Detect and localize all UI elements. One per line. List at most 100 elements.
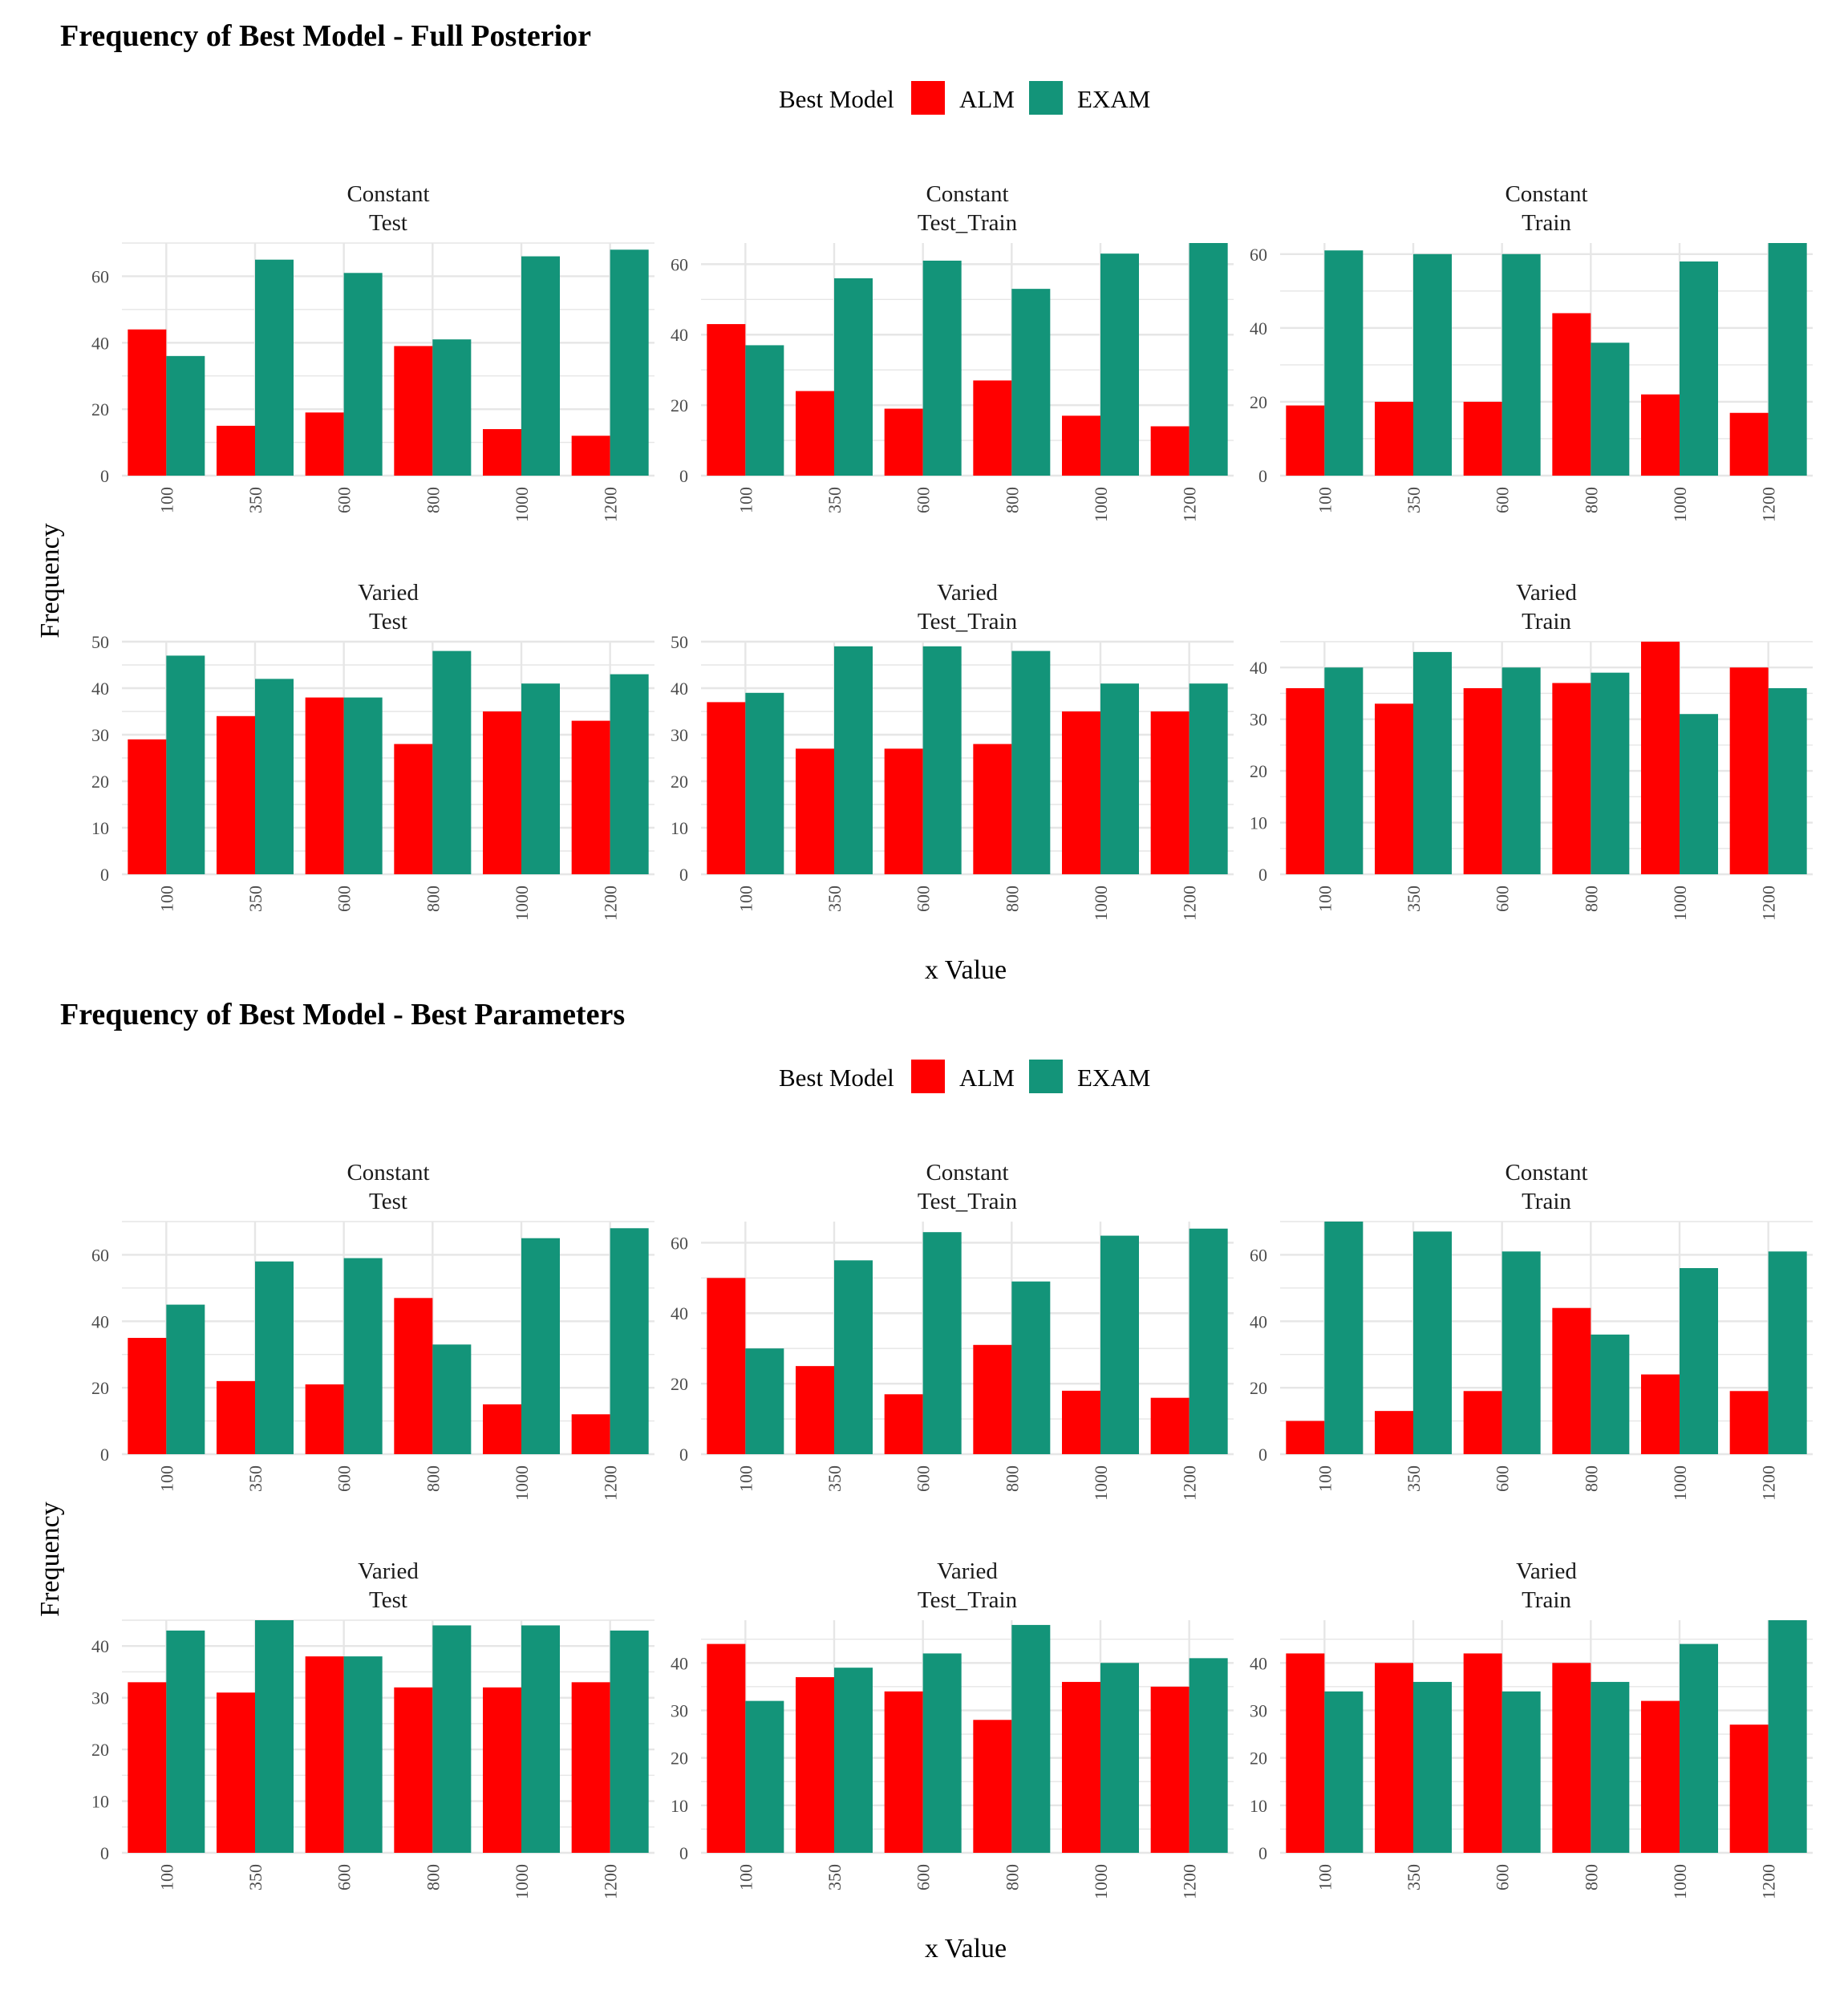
x-tick-label: 1200 — [601, 886, 621, 921]
bar-alm — [707, 1643, 746, 1853]
bar-exam — [1100, 1235, 1139, 1454]
y-tick-label: 30 — [1250, 710, 1267, 730]
bar-exam — [610, 1228, 649, 1454]
bar-exam — [834, 1668, 873, 1853]
y-tick-label: 60 — [91, 1245, 109, 1265]
bar-exam — [343, 1258, 383, 1454]
bar-exam — [1502, 1251, 1541, 1454]
bar-exam — [255, 1620, 294, 1853]
x-tick-label: 600 — [334, 1864, 355, 1891]
bar-alm — [394, 1298, 433, 1454]
bar-alm — [1641, 1700, 1680, 1853]
bar-alm — [1375, 1663, 1413, 1853]
x-tick-label: 1200 — [1180, 1465, 1200, 1501]
bar-alm — [483, 1404, 521, 1454]
bar-alm — [1286, 1420, 1325, 1454]
y-tick-label: 40 — [91, 1311, 109, 1331]
x-tick-label: 600 — [334, 886, 355, 912]
x-tick-label: 1000 — [1670, 487, 1690, 522]
bar-exam — [610, 249, 649, 476]
bar-alm — [1552, 313, 1591, 476]
x-tick-label: 1000 — [512, 1864, 532, 1899]
x-tick-label: 100 — [1315, 886, 1335, 912]
y-tick-label: 40 — [671, 325, 688, 345]
bar-exam — [1011, 1624, 1051, 1853]
bar-alm — [305, 412, 344, 476]
y-tick-label: 60 — [91, 266, 109, 286]
x-tick-label: 800 — [1002, 487, 1022, 513]
y-tick-label: 40 — [1250, 318, 1267, 338]
facet-row-label: Varied — [358, 580, 419, 606]
y-tick-label: 30 — [1250, 1700, 1267, 1720]
bar-exam — [1324, 667, 1364, 874]
y-tick-label: 50 — [671, 632, 688, 652]
facet-row-label: Varied — [937, 1558, 998, 1584]
y-tick-label: 0 — [100, 466, 109, 486]
x-tick-label: 600 — [1493, 487, 1513, 513]
bar-alm — [483, 1687, 521, 1853]
facet-row-label: Varied — [358, 1558, 419, 1584]
y-tick-label: 30 — [91, 725, 109, 745]
x-tick-label: 800 — [423, 1465, 443, 1492]
bar-exam — [1768, 243, 1807, 476]
y-tick-label: 0 — [679, 1445, 688, 1465]
bar-alm — [1375, 703, 1413, 874]
x-tick-label: 600 — [1493, 886, 1513, 912]
facet-col-label: Test_Train — [918, 1587, 1018, 1613]
facet-row-label: Varied — [1516, 1558, 1577, 1584]
bar-alm — [483, 711, 521, 874]
bar-alm — [796, 748, 834, 874]
x-tick-label: 1000 — [1091, 886, 1111, 921]
facet-row-label: Constant — [926, 181, 1008, 207]
bar-exam — [1768, 1620, 1807, 1853]
bar-exam — [166, 1630, 205, 1853]
bar-exam — [432, 1625, 472, 1853]
bar-alm — [128, 329, 167, 476]
y-tick-label: 0 — [679, 466, 688, 486]
figure-full-posterior: Frequency of Best Model - Full Posterior… — [35, 19, 1813, 985]
bar-exam — [255, 1261, 294, 1454]
facet-row-label: Varied — [1516, 580, 1577, 606]
x-axis-title: x Value — [925, 955, 1007, 985]
bar-alm — [571, 436, 610, 476]
y-tick-label: 60 — [1250, 1245, 1267, 1265]
x-tick-label: 1200 — [1180, 886, 1200, 921]
bar-alm — [1375, 401, 1413, 476]
bar-exam — [521, 1238, 560, 1454]
bar-exam — [1680, 714, 1718, 874]
bar-alm — [1286, 1653, 1325, 1853]
legend: Best Model ALM EXAM — [779, 1060, 1150, 1093]
x-tick-label: 1000 — [1670, 1465, 1690, 1501]
bar-exam — [834, 646, 873, 874]
legend-title: Best Model — [779, 1064, 894, 1092]
x-tick-label: 350 — [1404, 1864, 1424, 1891]
y-tick-label: 20 — [1250, 1378, 1267, 1398]
y-tick-label: 20 — [671, 1374, 688, 1394]
bar-exam — [521, 683, 560, 874]
y-tick-label: 10 — [91, 1792, 109, 1812]
panel-constant-train: Constant Train 0 20 40 60 100 350 600 800 1000 1200 — [1250, 181, 1813, 522]
bar-alm — [305, 1384, 344, 1454]
facet-row-label: Constant — [1505, 181, 1587, 207]
x-tick-label: 600 — [334, 1465, 355, 1492]
bar-alm — [796, 391, 834, 476]
panel-constant-test-train: Constant Test_Train 0 20 40 60 100 350 600 800 100… — [671, 181, 1234, 522]
bar-alm — [1062, 415, 1100, 476]
facet-col-label: Test_Train — [918, 210, 1018, 236]
bar-alm — [128, 739, 167, 874]
bar-exam — [834, 278, 873, 476]
y-tick-label: 60 — [671, 1233, 688, 1253]
bar-alm — [1463, 688, 1502, 874]
bar-exam — [745, 345, 784, 476]
panel-varied-test-train: Varied Test_Train 0 10 20 30 40 50 100 350 600 800 1… — [671, 580, 1234, 921]
facet-row-label: Varied — [937, 580, 998, 606]
bar-alm — [305, 1656, 344, 1853]
bar-alm — [973, 380, 1012, 476]
facet-col-label: Test — [369, 1587, 407, 1613]
bar-alm — [1641, 1374, 1680, 1454]
bar-exam — [166, 1304, 205, 1454]
bar-alm — [1150, 1397, 1189, 1454]
bar-alm — [571, 720, 610, 874]
